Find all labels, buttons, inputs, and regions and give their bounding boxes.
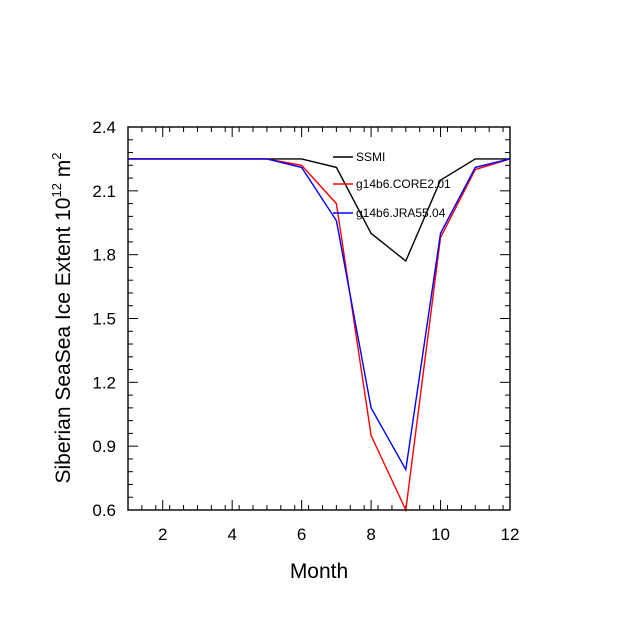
- axis-ticks: 2 4 6 8 10 12 0.6 0.9 1.2 1.5 1.8 2.1 2.4: [92, 118, 519, 544]
- y-axis-title-unit-exponent: 2: [49, 152, 64, 159]
- plot-frame: [127, 126, 511, 511]
- y-tick-label: 1.2: [92, 373, 116, 392]
- y-tick-label: 0.9: [92, 437, 116, 456]
- series-lines: [128, 158, 511, 513]
- legend-label: g14b6.CORE2.01: [356, 177, 451, 191]
- x-tick-label: 2: [158, 525, 167, 544]
- y-tick-label: 2.1: [92, 182, 116, 201]
- y-tick-label: 2.4: [92, 118, 116, 137]
- y-tick-label: 1.8: [92, 246, 116, 265]
- legend-label: g14b6.JRA55.04: [356, 206, 446, 220]
- x-tick-label: 4: [227, 525, 236, 544]
- y-axis-title-unit: m: [52, 160, 75, 183]
- x-tick-label: 8: [366, 525, 375, 544]
- y-axis-title-exponent: 12: [49, 183, 64, 197]
- y-axis-title-main: Siberian SeaSea Ice Extent 10: [52, 198, 75, 484]
- y-tick-label: 1.5: [92, 310, 116, 329]
- x-tick-label: 6: [297, 525, 306, 544]
- x-tick-label: 10: [431, 525, 450, 544]
- x-axis-title: Month: [290, 560, 348, 583]
- series-line-2: [128, 158, 511, 472]
- x-tick-label: 12: [501, 525, 520, 544]
- legend: SSMI g14b6.CORE2.01 g14b6.JRA55.04: [333, 150, 451, 220]
- y-tick-label: 0.6: [92, 501, 116, 520]
- y-axis-title: Siberian SeaSea Ice Extent 1012 m2: [49, 152, 75, 483]
- legend-label: SSMI: [356, 150, 385, 164]
